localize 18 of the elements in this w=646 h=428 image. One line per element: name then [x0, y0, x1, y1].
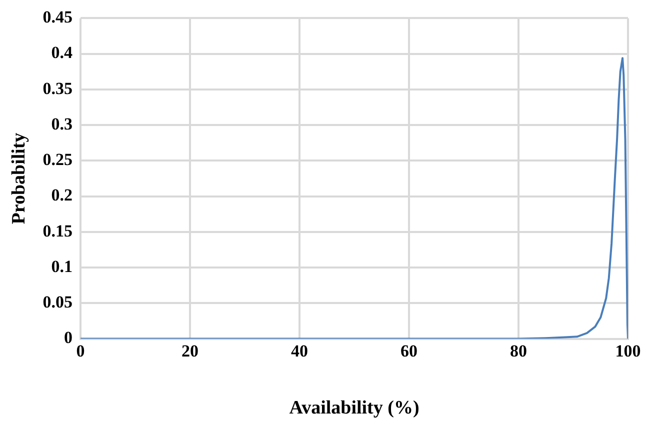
y-tick-label: 0.35 [42, 78, 73, 98]
x-tick-label: 20 [182, 341, 199, 360]
y-tick-label: 0.1 [51, 256, 73, 276]
x-axis-title: Availability (%) [289, 398, 420, 419]
y-tick-label: 0.25 [42, 150, 73, 170]
y-tick-label: 0.4 [51, 43, 74, 62]
y-tick-label: 0.3 [51, 114, 73, 134]
x-tick-label: 100 [615, 341, 641, 360]
y-tick-label: 0 [64, 328, 73, 348]
x-tick-label: 40 [291, 341, 308, 360]
y-axis-title: Probability [8, 132, 30, 224]
x-tick-label: 0 [76, 341, 85, 360]
y-tick-label: 0.45 [42, 8, 73, 27]
y-tick-label: 0.15 [42, 221, 73, 240]
y-tick-label: 0.05 [42, 292, 73, 312]
y-tick-label: 0.2 [51, 186, 73, 205]
x-tick-label: 80 [510, 341, 528, 360]
x-tick-label: 60 [400, 341, 418, 360]
